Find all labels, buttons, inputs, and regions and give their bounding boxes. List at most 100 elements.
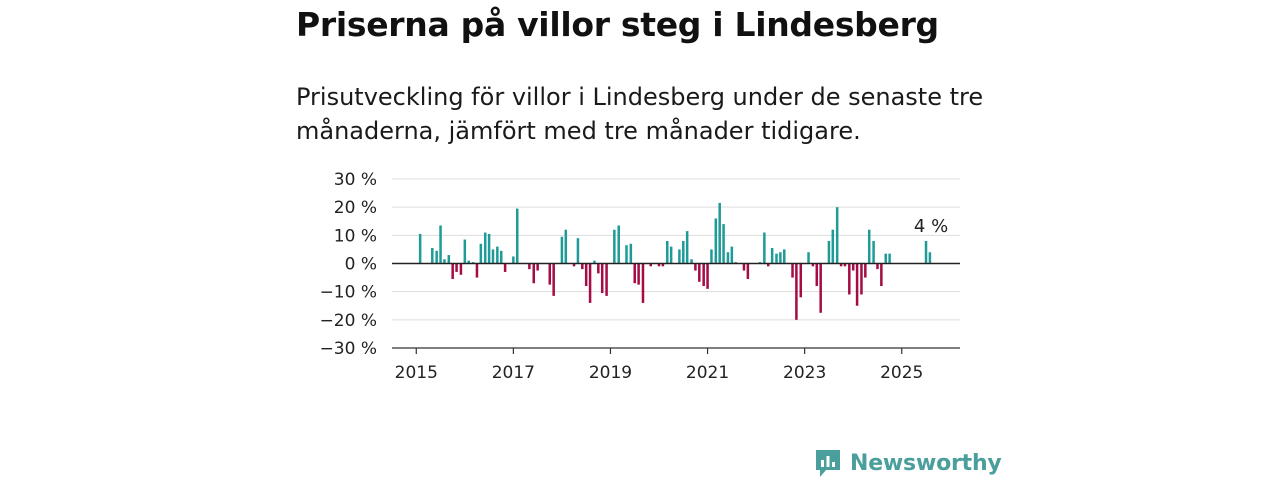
bar — [811, 263, 815, 267]
bar — [633, 263, 636, 284]
bar — [572, 263, 576, 267]
bar — [560, 236, 564, 264]
bar — [516, 208, 519, 264]
bar — [435, 250, 438, 264]
bar — [463, 239, 467, 264]
bar — [605, 263, 608, 296]
x-tick-label: 2023 — [783, 363, 826, 383]
y-tick-label: −30 % — [320, 339, 377, 359]
bar — [698, 263, 701, 282]
bar — [848, 263, 851, 295]
bar — [564, 229, 568, 264]
chart-subtitle: Prisutveckling för villor i Lindesberg u… — [296, 83, 984, 145]
bar — [714, 218, 718, 264]
bar — [499, 250, 503, 264]
bar — [726, 252, 730, 264]
x-tick-label: 2015 — [395, 363, 438, 383]
bar — [439, 225, 442, 264]
brand-name: Newsworthy — [850, 450, 1002, 476]
y-tick-label: 20 % — [334, 198, 377, 218]
bar — [791, 263, 794, 278]
tick-labels: 30 % 20 % 10 % 0 % −10 % −20 % −30 % 2015 2017 20… — [320, 170, 924, 383]
bar — [418, 233, 422, 264]
bar — [617, 225, 620, 264]
bar — [872, 240, 875, 264]
bar — [799, 263, 803, 298]
bar — [447, 255, 451, 264]
bar — [455, 263, 458, 272]
bar — [451, 263, 454, 279]
bar — [467, 260, 470, 264]
bar — [880, 263, 883, 287]
bar — [722, 224, 725, 264]
bar — [581, 263, 584, 270]
bar — [819, 263, 822, 313]
bar — [625, 245, 628, 264]
bar — [475, 263, 479, 278]
bar — [783, 249, 786, 264]
bar — [746, 263, 750, 279]
bar — [649, 263, 653, 267]
bar — [641, 263, 645, 303]
bar — [576, 238, 580, 264]
x-tick-label: 2019 — [589, 363, 632, 383]
bar — [775, 253, 778, 264]
bar — [491, 249, 495, 264]
bar — [884, 253, 887, 264]
bar — [702, 263, 705, 287]
y-tick-label: 0 % — [345, 255, 377, 275]
bar — [924, 240, 928, 264]
bar — [669, 246, 673, 264]
bar-chart-bubble-icon — [816, 450, 840, 477]
bar — [763, 232, 766, 264]
bar — [593, 260, 596, 264]
bar — [678, 249, 681, 264]
bar — [666, 240, 669, 264]
bar — [851, 263, 855, 271]
bar — [839, 263, 843, 267]
bar — [503, 263, 507, 272]
bar — [718, 202, 721, 264]
bar — [843, 263, 847, 267]
latest-value-label: 4 % — [914, 216, 948, 237]
bars — [418, 202, 932, 320]
bar — [431, 248, 434, 264]
bar — [795, 263, 798, 320]
bar — [548, 263, 552, 285]
bar — [597, 263, 600, 274]
bar — [661, 263, 665, 267]
bar — [864, 263, 867, 278]
bar — [459, 263, 463, 275]
x-tick-label: 2025 — [880, 363, 923, 383]
x-tick-label: 2021 — [686, 363, 729, 383]
bar — [831, 229, 835, 264]
bar — [600, 263, 604, 294]
bar — [487, 233, 491, 264]
bar — [584, 263, 588, 287]
bar — [770, 248, 774, 264]
newsworthy-logo: Newsworthy — [814, 446, 1002, 480]
y-tick-label: −20 % — [320, 311, 377, 331]
bar — [928, 252, 932, 264]
y-tick-label: −10 % — [320, 283, 377, 303]
x-tick-label: 2017 — [492, 363, 535, 383]
bar — [730, 246, 734, 264]
bar — [496, 246, 499, 264]
bar — [479, 243, 483, 264]
bar — [629, 243, 633, 264]
bar — [536, 263, 539, 271]
bar — [694, 263, 697, 271]
bar — [483, 232, 487, 264]
bar — [443, 259, 446, 264]
bar — [835, 207, 839, 264]
bar — [855, 263, 859, 306]
y-tick-label: 30 % — [334, 170, 377, 190]
bar — [742, 263, 746, 271]
bar — [588, 263, 592, 303]
bar — [528, 263, 531, 270]
axes — [392, 262, 960, 354]
bar — [888, 253, 891, 264]
bar — [779, 252, 782, 264]
bar — [706, 263, 709, 289]
